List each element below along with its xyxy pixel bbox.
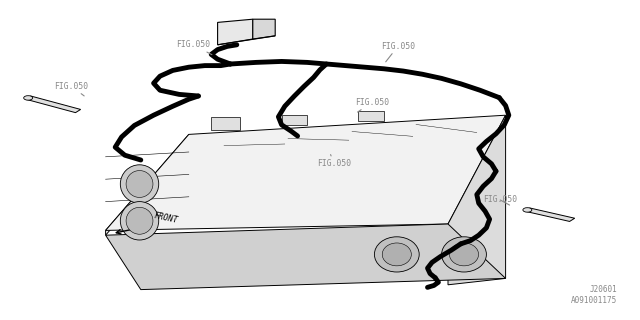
Text: FIG.050: FIG.050	[355, 98, 389, 112]
Text: FRONT: FRONT	[154, 211, 179, 225]
Polygon shape	[106, 224, 506, 290]
Ellipse shape	[126, 207, 153, 234]
Bar	[358, 111, 384, 121]
Ellipse shape	[120, 165, 159, 203]
Bar	[211, 117, 240, 130]
Polygon shape	[106, 134, 189, 235]
Text: J20601: J20601	[590, 285, 618, 294]
Text: FIG.050: FIG.050	[317, 155, 351, 168]
Text: FIG.050: FIG.050	[381, 42, 415, 62]
Polygon shape	[253, 19, 275, 39]
Circle shape	[24, 96, 33, 100]
Text: A091001175: A091001175	[572, 296, 618, 305]
Circle shape	[523, 208, 532, 212]
Polygon shape	[26, 96, 81, 113]
Polygon shape	[218, 36, 275, 45]
Bar	[282, 115, 307, 125]
Ellipse shape	[449, 243, 479, 266]
Polygon shape	[525, 208, 575, 221]
Polygon shape	[448, 115, 506, 285]
Text: FIG.050: FIG.050	[483, 196, 517, 205]
Polygon shape	[106, 115, 506, 230]
Text: FIG.050: FIG.050	[54, 82, 88, 96]
Ellipse shape	[442, 237, 486, 272]
Polygon shape	[218, 19, 253, 45]
Text: FIG.050: FIG.050	[176, 40, 212, 55]
Ellipse shape	[382, 243, 412, 266]
Ellipse shape	[120, 202, 159, 240]
Ellipse shape	[374, 237, 419, 272]
Ellipse shape	[126, 171, 153, 197]
